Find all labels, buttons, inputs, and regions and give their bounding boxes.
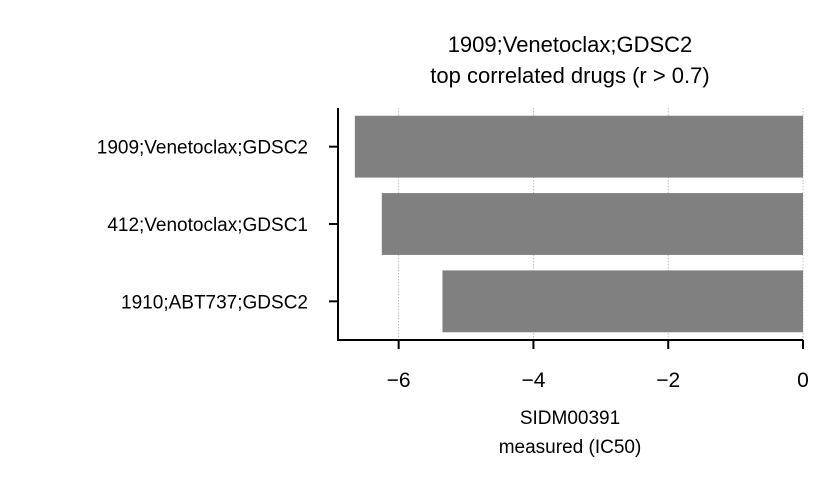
bars: [354, 115, 803, 333]
x-tick-label: −2: [656, 369, 680, 392]
x-tick-label: 0: [797, 369, 809, 392]
y-ticks: 1909;Venetoclax;GDSC2 412;Venotoclax;GDSC…: [97, 138, 338, 313]
y-tick-label: 412;Venotoclax;GDSC1: [107, 215, 308, 236]
bar: [354, 115, 803, 178]
y-tick-label: 1910;ABT737;GDSC2: [121, 292, 308, 313]
chart-title: 1909;Venetoclax;GDSC2: [448, 32, 693, 57]
x-axis-label-line2: measured (IC50): [499, 437, 642, 458]
x-ticks: −6 −4 −2 0: [387, 340, 809, 392]
x-tick-label: −4: [521, 369, 545, 392]
x-axis-label: SIDM00391: [520, 408, 620, 429]
y-tick-label: 1909;Venetoclax;GDSC2: [97, 138, 308, 159]
x-tick-label: −6: [387, 369, 411, 392]
bar: [381, 193, 803, 255]
chart-subtitle: top correlated drugs (r > 0.7): [430, 63, 709, 88]
bar: [442, 270, 803, 333]
